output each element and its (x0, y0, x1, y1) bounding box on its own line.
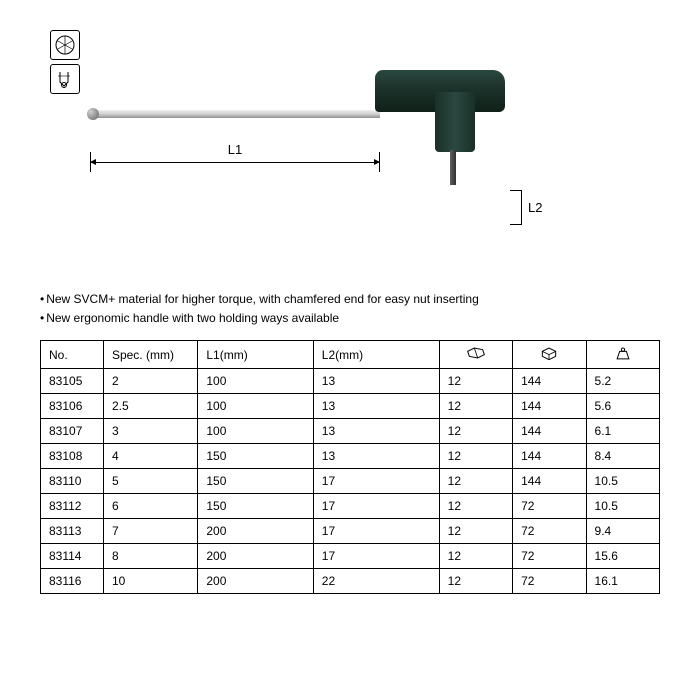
table-row: 831105150171214410.5 (41, 469, 660, 494)
table-cell: 5.2 (586, 369, 659, 394)
table-cell: 83116 (41, 569, 104, 594)
table-cell: 2.5 (103, 394, 197, 419)
table-cell: 4 (103, 444, 197, 469)
table-cell: 10.5 (586, 469, 659, 494)
weight-icon (613, 346, 633, 360)
col-pack (439, 341, 512, 369)
feature-bullets: New SVCM+ material for higher torque, wi… (40, 290, 660, 328)
table-cell: 12 (439, 519, 512, 544)
l2-label: L2 (528, 200, 542, 215)
table-cell: 17 (313, 469, 439, 494)
table-cell: 12 (439, 444, 512, 469)
table-cell: 7 (103, 519, 197, 544)
table-cell: 12 (439, 494, 512, 519)
tool-handle (375, 70, 505, 150)
col-l1: L1(mm) (198, 341, 313, 369)
table-cell: 144 (513, 444, 586, 469)
table-cell: 2 (103, 369, 197, 394)
tool-shaft (90, 110, 380, 118)
table-cell: 144 (513, 419, 586, 444)
table-cell: 83114 (41, 544, 104, 569)
table-cell: 5.6 (586, 394, 659, 419)
table-cell: 100 (198, 369, 313, 394)
feature-icons (50, 30, 80, 94)
col-weight (586, 341, 659, 369)
table-cell: 83105 (41, 369, 104, 394)
col-spec: Spec. (mm) (103, 341, 197, 369)
product-diagram: L1 L2 (40, 30, 660, 270)
col-box (513, 341, 586, 369)
table-cell: 22 (313, 569, 439, 594)
table-cell: 6.1 (586, 419, 659, 444)
table-row: 83107310013121446.1 (41, 419, 660, 444)
table-cell: 83113 (41, 519, 104, 544)
table-cell: 17 (313, 544, 439, 569)
table-cell: 83107 (41, 419, 104, 444)
table-cell: 72 (513, 519, 586, 544)
table-cell: 144 (513, 369, 586, 394)
table-cell: 12 (439, 419, 512, 444)
table-cell: 72 (513, 494, 586, 519)
table-cell: 150 (198, 494, 313, 519)
table-cell: 17 (313, 494, 439, 519)
bullet-item: New ergonomic handle with two holding wa… (40, 309, 660, 328)
table-cell: 200 (198, 519, 313, 544)
table-cell: 200 (198, 544, 313, 569)
table-row: 83114820017127215.6 (41, 544, 660, 569)
table-row: 831161020022127216.1 (41, 569, 660, 594)
dimension-l1: L1 (90, 150, 380, 180)
box-icon (539, 346, 559, 360)
table-row: 831062.510013121445.6 (41, 394, 660, 419)
table-row: 83108415013121448.4 (41, 444, 660, 469)
table-cell: 10 (103, 569, 197, 594)
table-cell: 72 (513, 569, 586, 594)
table-cell: 8.4 (586, 444, 659, 469)
l1-label: L1 (222, 142, 248, 157)
table-cell: 83112 (41, 494, 104, 519)
spec-table: No. Spec. (mm) L1(mm) L2(mm) (40, 340, 660, 594)
table-cell: 12 (439, 394, 512, 419)
table-cell: 13 (313, 444, 439, 469)
table-cell: 10.5 (586, 494, 659, 519)
table-cell: 13 (313, 419, 439, 444)
table-cell: 200 (198, 569, 313, 594)
table-cell: 150 (198, 469, 313, 494)
ball-end (87, 108, 99, 120)
table-cell: 5 (103, 469, 197, 494)
table-row: 83112615017127210.5 (41, 494, 660, 519)
table-cell: 15.6 (586, 544, 659, 569)
table-cell: 12 (439, 544, 512, 569)
table-cell: 100 (198, 419, 313, 444)
table-cell: 144 (513, 394, 586, 419)
table-cell: 72 (513, 544, 586, 569)
table-cell: 12 (439, 369, 512, 394)
col-l2: L2(mm) (313, 341, 439, 369)
table-cell: 3 (103, 419, 197, 444)
table-cell: 150 (198, 444, 313, 469)
hex-tip-icon (50, 30, 80, 60)
bullet-item: New SVCM+ material for higher torque, wi… (40, 290, 660, 309)
table-cell: 100 (198, 394, 313, 419)
table-cell: 83106 (41, 394, 104, 419)
table-cell: 83108 (41, 444, 104, 469)
table-cell: 17 (313, 519, 439, 544)
table-cell: 83110 (41, 469, 104, 494)
table-cell: 13 (313, 394, 439, 419)
table-cell: 12 (439, 469, 512, 494)
dimension-l2: L2 (510, 190, 540, 230)
table-row: 8311372001712729.4 (41, 519, 660, 544)
table-cell: 8 (103, 544, 197, 569)
table-row: 83105210013121445.2 (41, 369, 660, 394)
table-cell: 9.4 (586, 519, 659, 544)
ball-end-icon (50, 64, 80, 94)
table-cell: 144 (513, 469, 586, 494)
table-cell: 6 (103, 494, 197, 519)
pack-icon (466, 346, 486, 360)
col-no: No. (41, 341, 104, 369)
table-cell: 16.1 (586, 569, 659, 594)
table-header-row: No. Spec. (mm) L1(mm) L2(mm) (41, 341, 660, 369)
table-cell: 12 (439, 569, 512, 594)
table-cell: 13 (313, 369, 439, 394)
